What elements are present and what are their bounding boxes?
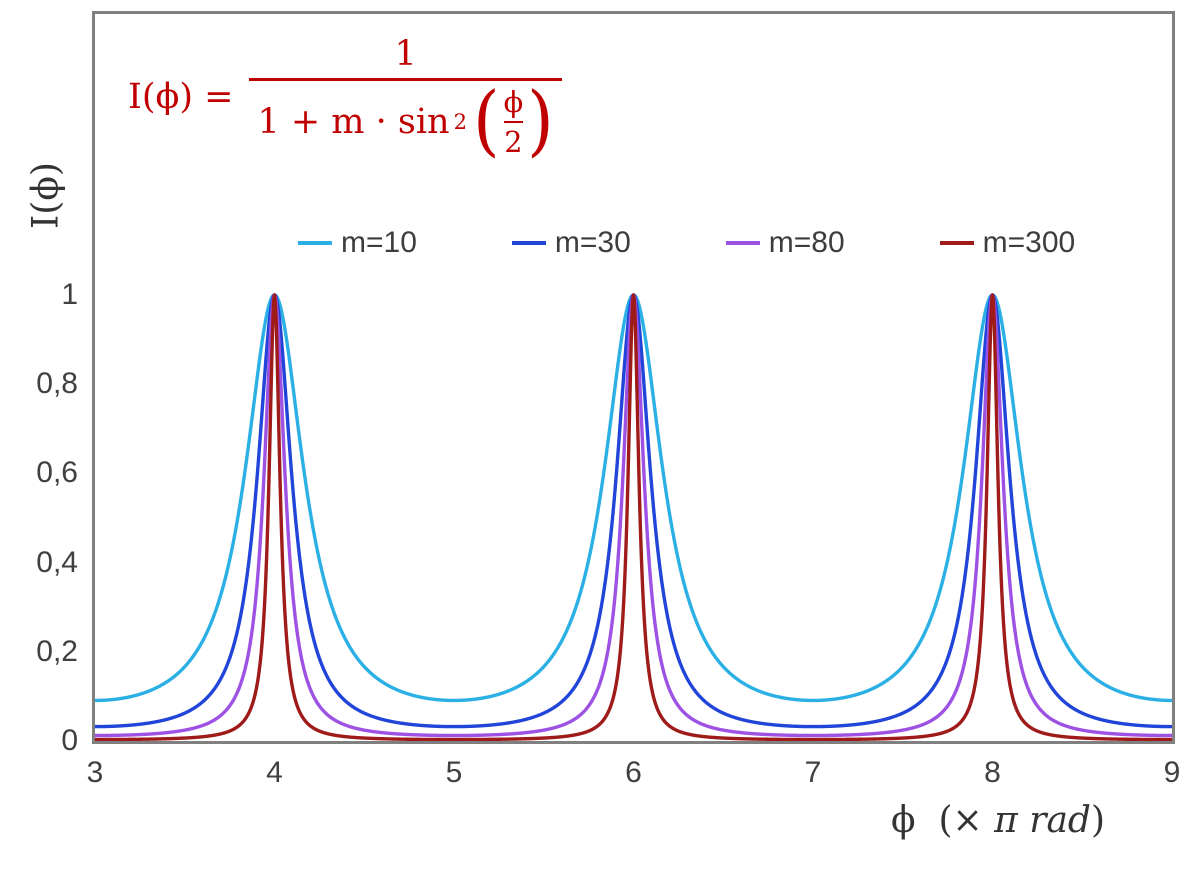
formula: I(ϕ) = 1 1 + m · sin 2 ( ϕ 2 ) [128, 34, 562, 166]
curve-m=80 [95, 293, 1172, 738]
plot-area [92, 11, 1175, 744]
x-axis-title-phi: ϕ [891, 800, 916, 841]
x-tick-label-8: 8 [984, 756, 1001, 789]
legend-label-m80: m=80 [768, 226, 845, 259]
x-tick-label-3: 3 [86, 756, 104, 789]
x-tick-label-7: 7 [804, 756, 822, 789]
formula-den-text: 1 + m · sin [257, 102, 450, 142]
x-tick-label-9: 9 [1163, 756, 1181, 789]
fraction-bar [249, 78, 562, 81]
x-tick-label-4: 4 [266, 756, 283, 789]
formula-lhs: I(ϕ) = [128, 76, 234, 117]
y-axis-title: I(ϕ) [25, 162, 67, 229]
legend-item-m80: m=80 [725, 226, 845, 260]
x-axis-title-close: ) [1090, 800, 1105, 841]
x-axis-title-pi: π rad [994, 800, 1091, 841]
formula-denominator: 1 + m · sin 2 ( ϕ 2 ) [249, 77, 561, 166]
inner-numerator: ϕ [503, 85, 524, 119]
y-tick-label-0,2: 0,2 [36, 634, 78, 668]
y-tick-label-0: 0 [61, 724, 78, 757]
legend-swatch-m300 [939, 241, 974, 245]
legend-item-m30: m=30 [511, 226, 631, 260]
legend-swatch-m30 [511, 241, 546, 245]
formula-numerator: 1 [394, 34, 417, 74]
y-tick-label-1: 1 [61, 278, 78, 311]
x-tick-label-6: 6 [625, 756, 642, 789]
x-axis-title: ϕ (× π rad) [891, 800, 1105, 841]
legend: m=10 m=30 m=80 m=300 [298, 226, 1075, 260]
y-tick-label-0,8: 0,8 [36, 367, 78, 401]
legend-item-m10: m=10 [298, 226, 417, 260]
y-tick-label-0,4: 0,4 [36, 545, 78, 579]
legend-item-m300: m=300 [939, 226, 1076, 260]
curves-svg [95, 293, 1172, 741]
inner-fraction: ϕ 2 [503, 85, 524, 159]
legend-label-m10: m=10 [341, 226, 417, 259]
curve-m=300 [95, 293, 1172, 741]
legend-swatch-m10 [298, 241, 332, 245]
close-paren: ) [527, 77, 554, 166]
legend-label-m30: m=30 [554, 226, 631, 259]
y-tick-label-0,6: 0,6 [36, 456, 78, 490]
open-paren: ( [472, 77, 500, 166]
inner-fraction-bar [503, 121, 524, 123]
inner-denominator: 2 [504, 125, 523, 159]
legend-label-m300: m=300 [982, 226, 1076, 259]
formula-exponent: 2 [453, 110, 467, 134]
formula-fraction: 1 1 + m · sin 2 ( ϕ 2 ) [249, 34, 562, 166]
x-tick-label-5: 5 [445, 756, 463, 789]
x-axis-title-open: (× [938, 800, 983, 841]
curve-m=30 [95, 293, 1172, 729]
legend-swatch-m80 [725, 241, 760, 245]
